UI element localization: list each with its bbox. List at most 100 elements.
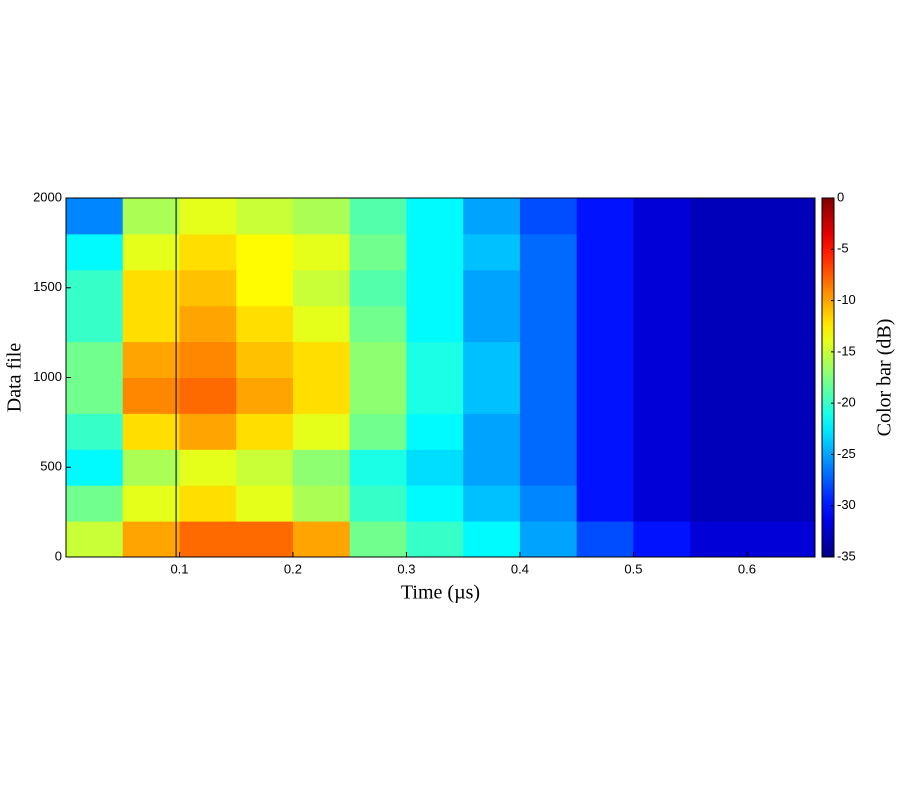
heatmap-cell [179, 269, 237, 307]
heatmap-cell [122, 305, 180, 343]
heatmap-cell [576, 449, 634, 486]
heatmap-cell [576, 485, 634, 522]
colorbar-tick-label: -10 [837, 292, 856, 307]
heatmap-cell [690, 485, 748, 522]
heatmap-cell [292, 341, 351, 378]
heatmap-cell [690, 413, 748, 450]
heatmap-cell [690, 449, 748, 486]
heatmap-cell [292, 377, 351, 414]
heatmap-cell [633, 233, 691, 271]
heatmap-cell [463, 198, 521, 235]
x-tick-label: 0.1 [170, 561, 188, 576]
heatmap-cell [292, 485, 351, 522]
y-tick-label: 1000 [33, 369, 62, 384]
heatmap-cell [236, 413, 294, 450]
heatmap-cell [349, 305, 407, 343]
heatmap-cell [633, 377, 691, 414]
heatmap-cell [122, 269, 180, 307]
heatmap-cell [746, 233, 816, 271]
heatmap-cell [633, 449, 691, 486]
heatmap-cell [406, 233, 464, 271]
heatmap-cell [633, 269, 691, 307]
heatmap-cell [66, 377, 124, 414]
colorbar-tick-label: -35 [837, 548, 856, 563]
y-tick-label: 1500 [33, 279, 62, 294]
heatmap-cell [519, 198, 578, 235]
heatmap-cell [576, 413, 634, 450]
heatmap-cell [122, 413, 180, 450]
heatmap-cell [406, 413, 464, 450]
heatmap-cell [66, 233, 124, 271]
heatmap-cell [519, 485, 578, 522]
heatmap-cell [179, 341, 237, 378]
heatmap-cell [66, 269, 124, 307]
heatmap-cell [236, 521, 294, 558]
colorbar-label: Color bar (dB) [874, 319, 896, 437]
heatmap-cell [519, 269, 578, 307]
heatmap-cell [292, 413, 351, 450]
heatmap-cell [292, 198, 351, 235]
heatmap-cell [179, 413, 237, 450]
heatmap-cell [746, 485, 816, 522]
heatmap-cell [292, 449, 351, 486]
heatmap-cell [633, 341, 691, 378]
heatmap-cell [236, 341, 294, 378]
heatmap-cell [122, 521, 180, 558]
heatmap-cell [746, 341, 816, 378]
heatmap-cell [406, 449, 464, 486]
heatmap-cell [349, 413, 407, 450]
heatmap-cell [349, 269, 407, 307]
colorbar-tick-label: -25 [837, 446, 856, 461]
heatmap-cell [690, 269, 748, 307]
heatmap-cell [576, 521, 634, 558]
heatmap-cell [519, 449, 578, 486]
heatmap-cell [406, 305, 464, 343]
heatmap-cell [519, 341, 578, 378]
heatmap-cell [66, 198, 124, 235]
heatmap-cell [746, 305, 816, 343]
heatmap-cell [463, 377, 521, 414]
heatmap-cell [746, 377, 816, 414]
heatmap-cell [292, 305, 351, 343]
heatmap-cell [463, 521, 521, 558]
heatmap-cell [349, 449, 407, 486]
heatmap-cell [122, 377, 180, 414]
heatmap-cell [122, 341, 180, 378]
heatmap-cell [179, 449, 237, 486]
heatmap-cell [633, 413, 691, 450]
heatmap-cell [349, 233, 407, 271]
heatmap-cell [463, 269, 521, 307]
heatmap-cell [690, 377, 748, 414]
heatmap-cell [179, 233, 237, 271]
colorbar-tick-label: 0 [837, 189, 844, 204]
heatmap-cell [519, 305, 578, 343]
heatmap-cell [179, 377, 237, 414]
heatmap-cell [349, 377, 407, 414]
heatmap-cell [746, 521, 816, 558]
heatmap-cell [576, 305, 634, 343]
heatmap-cell [463, 449, 521, 486]
heatmap-cell [122, 449, 180, 486]
heatmap-cell [236, 305, 294, 343]
heatmap-cell [179, 198, 237, 235]
heatmap-cell [66, 305, 124, 343]
heatmap-cell [122, 485, 180, 522]
y-tick-label: 2000 [33, 189, 62, 204]
y-axis-label: Data file [4, 343, 26, 413]
heatmap-cell [519, 377, 578, 414]
heatmap-cell [690, 198, 748, 235]
heatmap-cell [519, 413, 578, 450]
heatmap-cell [236, 377, 294, 414]
heatmap-cell [236, 485, 294, 522]
heatmap-cell [690, 305, 748, 343]
heatmap-cell [633, 198, 691, 235]
heatmap-cell [633, 305, 691, 343]
heatmap-cell [406, 485, 464, 522]
heatmap-cell [236, 449, 294, 486]
heatmap-cell [576, 198, 634, 235]
heatmap-cell [179, 305, 237, 343]
heatmap-cell [349, 341, 407, 378]
heatmap-cell [406, 377, 464, 414]
heatmap-cell [463, 413, 521, 450]
